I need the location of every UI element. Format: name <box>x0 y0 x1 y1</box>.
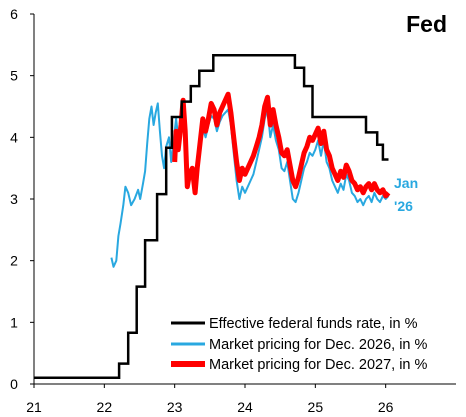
series-effective-ffr-line <box>34 54 389 380</box>
annotation-line-2: '26 <box>394 198 413 214</box>
legend-item-market-dec-2027: Market pricing for Dec. 2027, in % <box>171 357 428 373</box>
x-tick-label: 26 <box>378 399 394 415</box>
x-tick-label: 21 <box>26 399 42 415</box>
legend-label-market-dec-2027: Market pricing for Dec. 2027, in % <box>209 357 428 373</box>
y-tick-label: 2 <box>10 253 18 269</box>
legend-label-effective-ffr: Effective federal funds rate, in % <box>209 316 418 332</box>
legend-label-market-dec-2026: Market pricing for Dec. 2026, in % <box>209 337 428 353</box>
series-market-dec-2027-line <box>172 91 391 199</box>
legend-item-effective-ffr: Effective federal funds rate, in % <box>171 316 418 332</box>
x-tick-label: 24 <box>237 399 253 415</box>
annotation-line-1: Jan <box>394 175 418 191</box>
series-layer <box>34 54 391 380</box>
x-tick-label: 25 <box>308 399 324 415</box>
x-tick-label: 22 <box>97 399 113 415</box>
x-tick-label: 23 <box>167 399 183 415</box>
annotation-jan-26: Jan '26 <box>394 175 418 214</box>
y-tick-label: 0 <box>10 376 18 392</box>
legend-item-market-dec-2026: Market pricing for Dec. 2026, in % <box>171 337 428 353</box>
legend: Effective federal funds rate, in % Marke… <box>171 316 428 373</box>
y-tick-label: 6 <box>10 6 18 22</box>
y-ticks: 0 1 2 3 4 5 6 <box>10 6 34 392</box>
y-tick-label: 1 <box>10 314 18 330</box>
chart-title: Fed <box>406 11 447 37</box>
y-tick-label: 5 <box>10 68 18 84</box>
y-tick-label: 4 <box>10 129 18 145</box>
series-market-dec-2026-line <box>110 102 390 268</box>
x-ticks: 21 22 23 24 25 26 <box>26 384 394 415</box>
y-tick-label: 3 <box>10 191 18 207</box>
